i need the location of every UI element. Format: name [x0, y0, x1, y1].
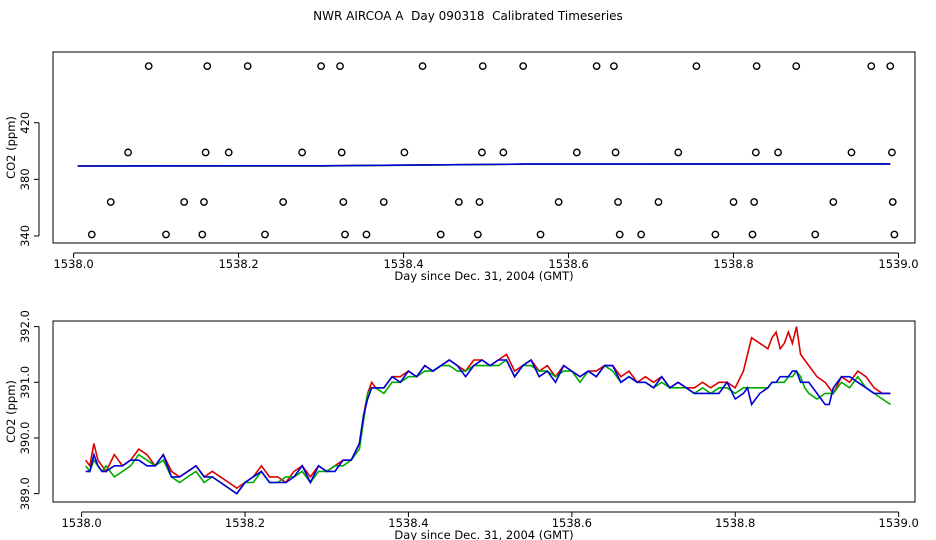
data-point-marker — [243, 62, 252, 71]
y-tick-label: 392.0 — [18, 310, 32, 343]
data-point-marker — [87, 230, 96, 239]
data-point-marker — [692, 62, 701, 71]
y-tick-label: 380 — [18, 168, 32, 190]
y-tick-label: 340 — [18, 225, 32, 247]
data-point-marker — [341, 230, 349, 239]
data-point-marker — [144, 62, 153, 71]
data-point-marker — [611, 148, 620, 157]
x-axis-label: Day since Dec. 31, 2004 (GMT) — [394, 269, 573, 283]
data-point-marker — [711, 230, 720, 239]
data-point-marker — [400, 148, 409, 157]
data-point-marker — [454, 198, 463, 206]
panel-calibrated-timeseries: 1538.0 1538.2 1538.4 1538.6 1538.8 1539.0 Day … — [4, 310, 919, 540]
data-point-marker — [536, 230, 545, 239]
series-blue-line — [85, 358, 891, 495]
series-green-line — [85, 358, 891, 495]
data-point-marker — [752, 62, 761, 71]
x-tick-label: 1538.2 — [218, 257, 258, 271]
x-tick-label: 1539.0 — [878, 257, 918, 271]
data-point-marker — [751, 148, 760, 157]
data-point-marker — [337, 148, 346, 157]
data-point-marker — [748, 230, 757, 239]
data-point-marker — [473, 230, 482, 239]
panel-raw-timeseries: 1538.0 1538.2 1538.4 1538.6 1538.8 1539.0 Day … — [4, 51, 919, 283]
data-point-marker — [124, 148, 132, 157]
data-point-marker — [750, 198, 759, 206]
data-point-marker — [811, 230, 820, 239]
plot-frame — [52, 51, 916, 244]
x-tick-label: 1538.4 — [383, 257, 423, 271]
x-tick-label: 1538.0 — [53, 257, 93, 271]
data-point-marker — [554, 198, 563, 206]
data-point-marker — [478, 62, 487, 71]
data-point-marker — [888, 198, 897, 206]
data-point-marker — [198, 230, 207, 239]
data-point-marker — [224, 148, 233, 157]
data-point-marker — [261, 230, 269, 239]
data-point-marker — [478, 148, 486, 157]
x-tick-label: 1538.8 — [715, 516, 755, 530]
data-point-marker — [317, 62, 325, 71]
data-point-marker — [847, 148, 856, 157]
y-tick-label: 420 — [18, 112, 32, 134]
data-point-marker — [792, 62, 801, 71]
x-tick-label: 1538.0 — [61, 516, 101, 530]
plot-frame — [52, 320, 916, 503]
data-point-marker — [362, 230, 371, 239]
x-tick-label: 1538.8 — [713, 257, 753, 271]
data-point-marker — [592, 62, 601, 71]
y-axis-label: CO2 (ppm) — [4, 380, 18, 443]
data-point-marker — [829, 198, 838, 206]
data-point-marker — [637, 230, 646, 239]
data-point-marker — [418, 62, 427, 71]
series-blue-line — [77, 163, 891, 167]
data-point-marker — [499, 148, 508, 157]
data-point-marker — [336, 62, 344, 71]
x-tick-label: 1538.6 — [552, 516, 592, 530]
data-point-marker — [654, 198, 663, 206]
data-point-marker — [729, 198, 738, 206]
data-point-marker — [298, 148, 307, 157]
data-point-marker — [674, 148, 683, 157]
data-point-marker — [572, 148, 581, 157]
data-point-marker — [200, 198, 208, 206]
data-point-marker — [279, 198, 288, 206]
x-axis-label: Day since Dec. 31, 2004 (GMT) — [394, 528, 573, 540]
y-tick-label: 391.0 — [18, 366, 32, 399]
x-tick-label: 1538.4 — [388, 516, 428, 530]
data-point-marker — [436, 230, 445, 239]
data-point-marker — [888, 148, 896, 157]
x-tick-label: 1538.2 — [225, 516, 265, 530]
y-tick-label: 389.0 — [18, 477, 32, 510]
y-axis-label: CO2 (ppm) — [4, 116, 18, 179]
data-point-marker — [106, 198, 115, 206]
data-point-marker — [774, 148, 782, 157]
data-point-marker — [886, 62, 895, 71]
page-title: NWR AIRCOA A Day 090318 Calibrated Times… — [313, 9, 623, 23]
data-point-marker — [610, 62, 618, 71]
series-red-line — [85, 326, 891, 490]
data-point-marker — [614, 198, 622, 206]
x-tick-label: 1538.6 — [548, 257, 588, 271]
data-point-marker — [615, 230, 624, 239]
data-point-marker — [867, 62, 876, 71]
data-point-marker — [475, 198, 484, 206]
data-point-marker — [180, 198, 189, 206]
data-point-marker — [519, 62, 528, 71]
y-tick-label: 390.0 — [18, 421, 32, 454]
data-point-marker — [890, 230, 899, 239]
data-point-marker — [201, 148, 210, 157]
data-point-marker — [379, 198, 388, 206]
x-tick-label: 1539.0 — [879, 516, 919, 530]
data-point-marker — [162, 230, 170, 239]
data-point-marker — [339, 198, 348, 206]
data-point-marker — [203, 62, 212, 71]
